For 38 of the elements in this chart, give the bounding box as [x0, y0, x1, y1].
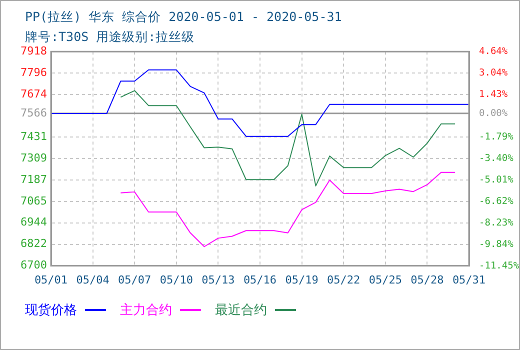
y-tick-label: 7187 [20, 173, 47, 186]
y2-tick-label: -6.62% [479, 196, 514, 207]
chart-title: PP(拉丝) 华东 综合价 2020-05-01 - 2020-05-31 [25, 9, 342, 26]
y-tick-label: 6822 [20, 237, 47, 250]
y2-tick-label: -8.23% [479, 217, 514, 228]
y-tick-label: 7674 [20, 87, 48, 100]
x-tick-label: 05/01 [34, 273, 68, 286]
x-tick-label: 05/19 [285, 273, 318, 286]
y2-tick-label: 0.00% [479, 108, 508, 119]
y-tick-label: 7431 [20, 130, 47, 144]
y-tick-label: 7566 [20, 106, 47, 120]
y2-tick-label: -11.45% [479, 260, 520, 272]
y2-tick-label: -9.84% [479, 238, 514, 250]
y-tick-label: 6944 [20, 216, 48, 229]
x-tick-label: 05/10 [160, 273, 193, 286]
y2-tick-label: -3.40% [479, 153, 514, 164]
x-tick-label: 05/25 [368, 273, 402, 286]
y2-tick-label: -5.01% [479, 174, 514, 186]
chart-subtitle: 牌号:T30S 用途级别:拉丝级 [25, 29, 195, 46]
legend-label: 最近合约 [215, 303, 267, 318]
y-tick-label: 7065 [20, 194, 47, 208]
y-tick-label: 7796 [20, 66, 47, 79]
y-tick-label: 7918 [20, 44, 47, 58]
y-tick-label: 7309 [20, 152, 47, 165]
x-tick-label: 05/13 [202, 273, 235, 286]
x-tick-label: 05/31 [452, 273, 486, 286]
legend-label: 现货价格 [25, 303, 77, 318]
y2-tick-label: 3.04% [479, 67, 508, 78]
y2-tick-label: -1.79% [479, 132, 514, 143]
x-tick-label: 05/22 [327, 273, 360, 286]
legend-label: 主力合约 [120, 303, 172, 318]
x-tick-label: 05/07 [118, 273, 152, 286]
y2-tick-label: 4.64% [479, 46, 508, 58]
x-tick-label: 05/28 [410, 273, 444, 286]
x-tick-label: 05/04 [76, 273, 110, 286]
x-tick-label: 05/16 [243, 273, 277, 286]
y2-tick-label: 1.43% [479, 88, 508, 100]
y-tick-label: 6700 [20, 258, 47, 272]
